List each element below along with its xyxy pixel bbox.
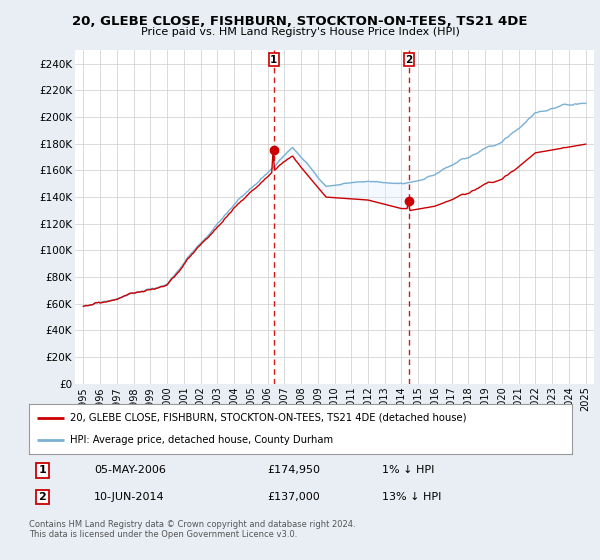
Text: 2: 2	[38, 492, 46, 502]
Text: 10-JUN-2014: 10-JUN-2014	[94, 492, 164, 502]
Text: Price paid vs. HM Land Registry's House Price Index (HPI): Price paid vs. HM Land Registry's House …	[140, 27, 460, 37]
Text: 20, GLEBE CLOSE, FISHBURN, STOCKTON-ON-TEES, TS21 4DE: 20, GLEBE CLOSE, FISHBURN, STOCKTON-ON-T…	[72, 15, 528, 28]
Text: 20, GLEBE CLOSE, FISHBURN, STOCKTON-ON-TEES, TS21 4DE (detached house): 20, GLEBE CLOSE, FISHBURN, STOCKTON-ON-T…	[70, 413, 466, 423]
Text: £137,000: £137,000	[268, 492, 320, 502]
Text: 1: 1	[38, 465, 46, 475]
Text: 2: 2	[406, 55, 413, 65]
Text: 1: 1	[270, 55, 277, 65]
Text: 1% ↓ HPI: 1% ↓ HPI	[382, 465, 434, 475]
Text: 05-MAY-2006: 05-MAY-2006	[94, 465, 166, 475]
Text: £174,950: £174,950	[268, 465, 321, 475]
Text: Contains HM Land Registry data © Crown copyright and database right 2024.
This d: Contains HM Land Registry data © Crown c…	[29, 520, 355, 539]
Text: HPI: Average price, detached house, County Durham: HPI: Average price, detached house, Coun…	[70, 435, 332, 445]
Text: 13% ↓ HPI: 13% ↓ HPI	[382, 492, 441, 502]
